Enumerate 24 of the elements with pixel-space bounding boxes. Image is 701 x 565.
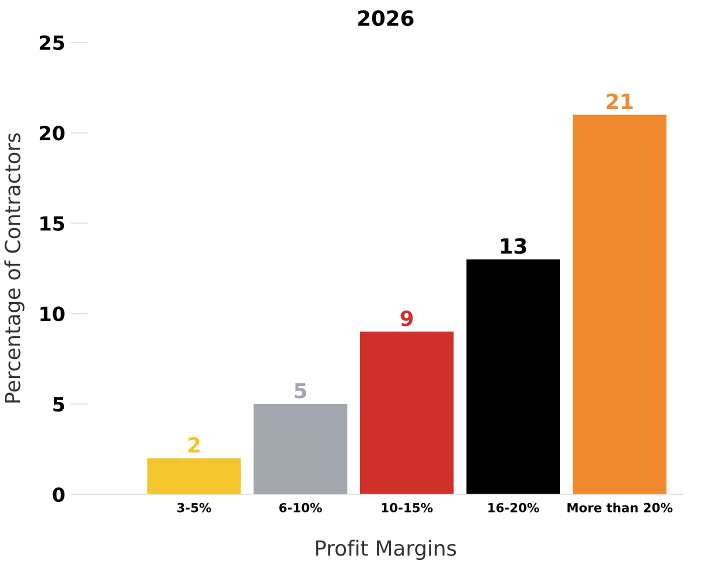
data-label: 13 xyxy=(501,238,526,254)
chart-title: 2026 xyxy=(358,10,414,26)
y-tick-label: 5 xyxy=(53,397,64,412)
y-tick-label: 15 xyxy=(40,216,64,231)
x-tick-label: 6-10% xyxy=(279,502,322,512)
x-tick-label: More than 20% xyxy=(568,502,672,512)
x-tick-label: 3-5% xyxy=(177,502,212,512)
bar xyxy=(254,404,348,494)
bar xyxy=(147,458,241,494)
x-tick-label: 10-15% xyxy=(382,502,433,512)
data-label: 2 xyxy=(188,437,200,452)
x-axis-title: Profit Margins xyxy=(316,540,456,560)
y-axis-title: Percentage of Contractors xyxy=(4,133,24,402)
x-tick-label: 16-20% xyxy=(488,502,540,512)
y-tick-label: 20 xyxy=(40,126,64,140)
bar xyxy=(466,259,560,494)
y-tick-label: 10 xyxy=(40,306,64,322)
y-tick-label: 25 xyxy=(40,35,64,50)
bar xyxy=(572,114,666,494)
y-tick-label: 0 xyxy=(52,487,64,502)
data-label: 21 xyxy=(606,94,633,109)
data-label: 5 xyxy=(294,383,306,399)
data-label: 9 xyxy=(400,310,413,326)
bar xyxy=(360,332,454,494)
